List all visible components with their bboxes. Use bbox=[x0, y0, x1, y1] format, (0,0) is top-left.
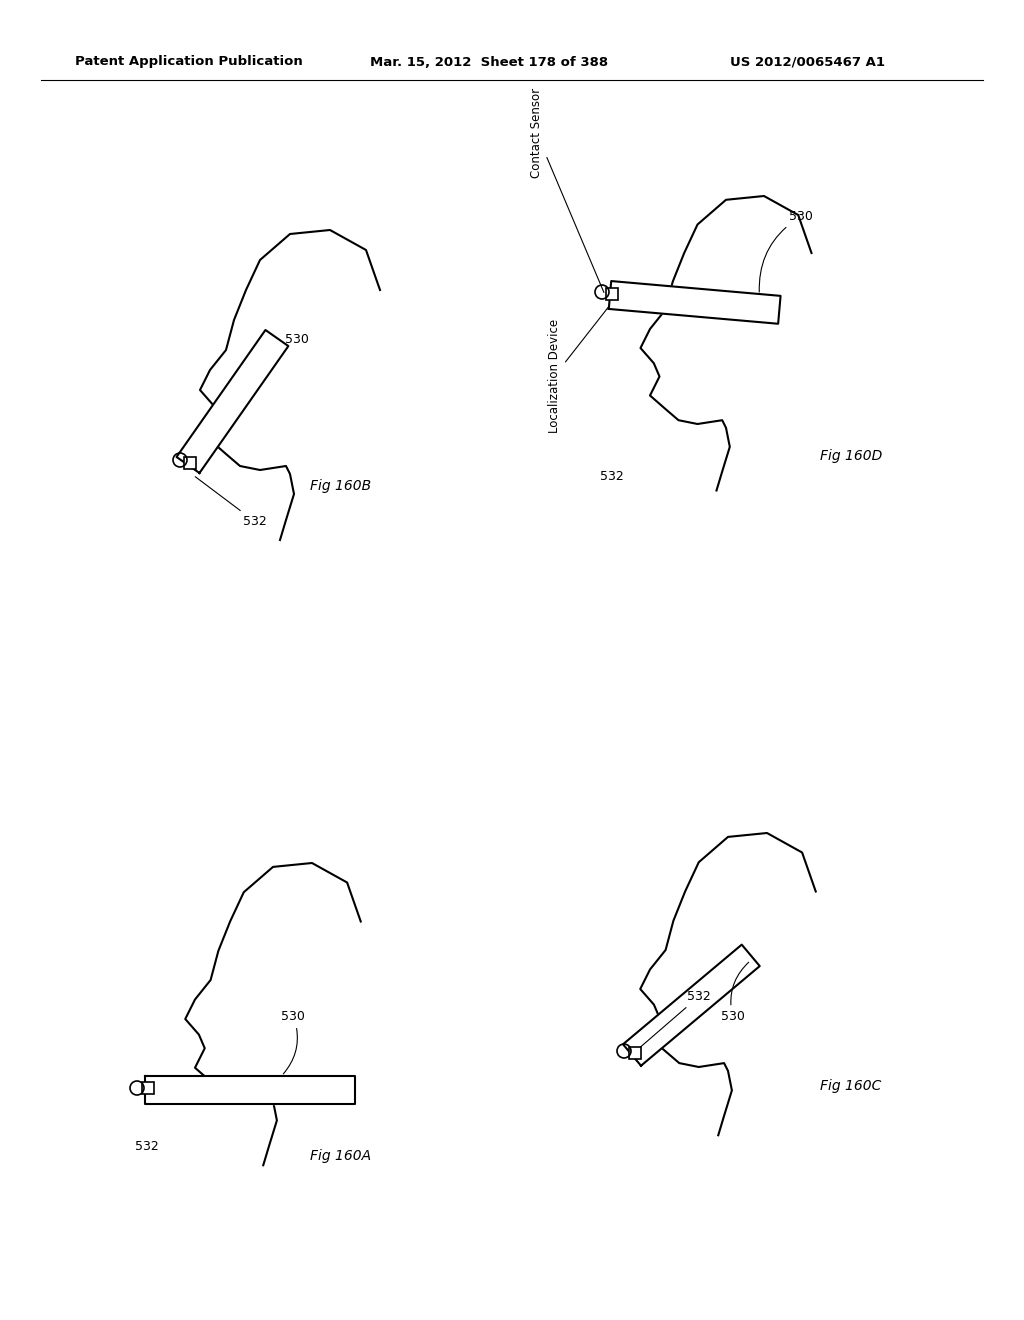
Bar bbox=[184, 457, 196, 469]
Text: US 2012/0065467 A1: US 2012/0065467 A1 bbox=[730, 55, 885, 69]
Text: Localization Device: Localization Device bbox=[548, 308, 608, 433]
Polygon shape bbox=[176, 330, 289, 473]
Text: 530: 530 bbox=[759, 210, 813, 292]
Polygon shape bbox=[145, 1076, 355, 1104]
Text: 532: 532 bbox=[135, 1140, 159, 1152]
Text: Fig 160C: Fig 160C bbox=[820, 1078, 882, 1093]
Text: 532: 532 bbox=[639, 990, 711, 1048]
Bar bbox=[629, 1047, 641, 1059]
Polygon shape bbox=[623, 945, 760, 1065]
Text: Mar. 15, 2012  Sheet 178 of 388: Mar. 15, 2012 Sheet 178 of 388 bbox=[370, 55, 608, 69]
Text: 532: 532 bbox=[600, 470, 624, 483]
Text: 530: 530 bbox=[285, 333, 309, 346]
Text: Contact Sensor: Contact Sensor bbox=[530, 88, 604, 293]
Bar bbox=[606, 288, 618, 300]
Text: Fig 160D: Fig 160D bbox=[820, 449, 883, 463]
Bar bbox=[142, 1082, 154, 1094]
Text: Fig 160A: Fig 160A bbox=[310, 1148, 371, 1163]
Text: Fig 160B: Fig 160B bbox=[310, 479, 371, 492]
Text: 530: 530 bbox=[282, 1010, 305, 1074]
Polygon shape bbox=[609, 281, 780, 323]
Text: 530: 530 bbox=[721, 962, 749, 1023]
Text: 532: 532 bbox=[196, 477, 266, 528]
Text: Patent Application Publication: Patent Application Publication bbox=[75, 55, 303, 69]
